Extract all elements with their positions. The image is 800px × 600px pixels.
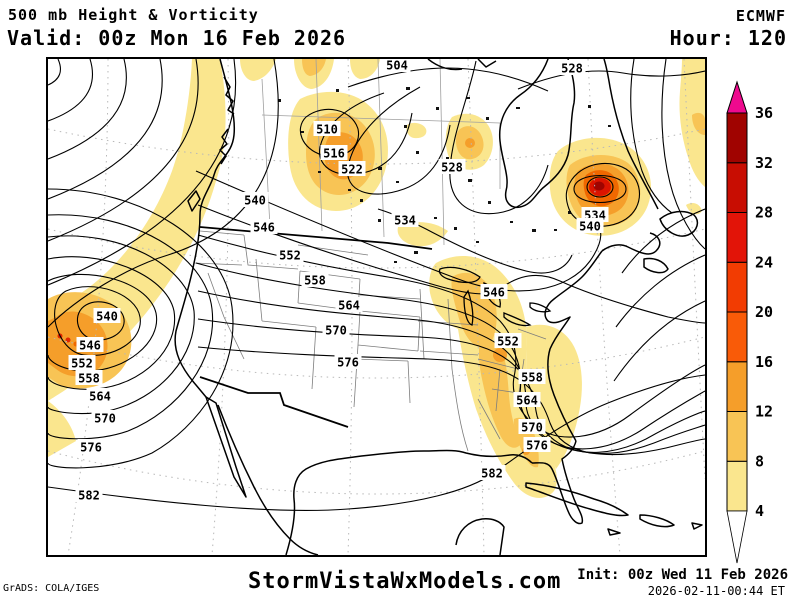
contour-label: 552 — [71, 357, 93, 371]
contour-label-box — [391, 212, 419, 227]
contour-label: 540 — [579, 220, 601, 234]
contour-label: 552 — [497, 335, 519, 349]
contour-label-box — [322, 322, 350, 337]
contour-label-box — [478, 465, 506, 480]
contour-label: 540 — [244, 194, 266, 208]
colorbar-tick-label: 36 — [755, 104, 773, 122]
colorbar-segment — [726, 311, 748, 363]
colorbar-segment — [726, 460, 748, 512]
colorbar-segment — [726, 112, 748, 164]
contour-label: 534 — [394, 214, 416, 228]
contour-label-box — [338, 161, 366, 176]
contour-label-box — [276, 247, 304, 262]
contour-label-box — [75, 487, 103, 502]
colorbar-segment — [726, 261, 748, 313]
contour-label: 546 — [483, 286, 505, 300]
contour-label: 522 — [341, 163, 363, 177]
contour-label: 558 — [78, 372, 100, 386]
colorbar-segment — [726, 361, 748, 412]
site-name: StormVistaWxModels.com — [248, 569, 562, 594]
colorbar-tick-label: 8 — [755, 452, 764, 470]
contour-label-box — [75, 370, 103, 385]
product-title: 500 mb Height & Vorticity — [8, 6, 259, 24]
contour-label: 546 — [79, 339, 101, 353]
valid-time-label: Valid: 00z Mon 16 Feb 2026 — [7, 26, 347, 50]
contour-label-box — [313, 121, 341, 136]
contour-label-box — [250, 219, 278, 234]
state-borders — [193, 230, 547, 452]
grads-credit: GrADS: COLA/IGES — [3, 583, 100, 594]
model-name: ECMWF — [735, 7, 786, 25]
contour-label: 552 — [279, 249, 301, 263]
contour-label-box — [494, 333, 522, 348]
graticule — [48, 59, 705, 555]
contour-label: 510 — [316, 123, 338, 137]
contour-label: 570 — [325, 324, 347, 338]
contour-label-box — [68, 355, 96, 370]
contour-label-box — [523, 437, 551, 452]
colorbar-under-arrow — [726, 510, 748, 564]
contour-label-box — [91, 410, 119, 425]
contour-label: 516 — [323, 147, 345, 161]
contour-label: 570 — [521, 421, 543, 435]
contour-label-box — [518, 369, 546, 384]
contour-label-box — [301, 272, 329, 287]
colorbar-segment — [726, 162, 748, 213]
contour-label-box — [320, 145, 348, 160]
contour-label-box — [513, 392, 541, 407]
contour-label-box — [383, 59, 411, 72]
colorbar-tick-label: 24 — [755, 253, 773, 271]
contour-label: 564 — [89, 390, 111, 404]
colorbar-segment — [726, 212, 748, 263]
vorticity-colorbar: 4 8 12 16 20 24 28 32 36 — [719, 78, 795, 570]
colorbar-segment — [726, 411, 748, 462]
contour-label: 564 — [338, 299, 360, 313]
colorbar-tick-label: 16 — [755, 353, 773, 371]
contour-label: 558 — [521, 371, 543, 385]
contour-label-box — [334, 354, 362, 369]
contour-label: 582 — [481, 467, 503, 481]
contour-label: 528 — [441, 161, 463, 175]
contour-label-box — [438, 159, 466, 174]
colorbar-tick-label: 32 — [755, 154, 773, 172]
colorbar-tick-label: 12 — [755, 403, 773, 421]
coastlines — [174, 59, 703, 555]
contour-label-box — [76, 337, 104, 352]
colorbar-tick-label: 28 — [755, 204, 773, 222]
contour-label-box — [77, 439, 105, 454]
contour-label: 576 — [337, 356, 359, 370]
colorbar-over-arrow — [726, 80, 748, 114]
vorticity-shading-pale — [48, 59, 705, 498]
contour-label-box — [86, 388, 114, 403]
national-borders — [199, 226, 433, 428]
contour-label: 528 — [561, 62, 583, 76]
colorbar-tick-label: 20 — [755, 303, 773, 321]
contour-label: 570 — [94, 412, 116, 426]
contour-label-box — [241, 192, 269, 207]
map-frame: 504 528 510 516 522 528 534 534 540 540 546 552 558 5… — [46, 57, 707, 557]
contour-label-box — [335, 297, 363, 312]
forecast-hour-label: Hour: 120 — [669, 26, 787, 50]
contour-label: 576 — [526, 439, 548, 453]
contour-label-box — [558, 60, 586, 75]
contour-label: 546 — [253, 221, 275, 235]
generated-timestamp: 2026-02-11-00:44 ET — [647, 584, 785, 598]
init-time-label: Init: 00z Wed 11 Feb 2026 — [577, 567, 788, 583]
contour-label: 576 — [80, 441, 102, 455]
contour-label: 558 — [304, 274, 326, 288]
contour-label-box — [576, 218, 604, 233]
colorbar-canvas: 4 8 12 16 20 24 28 32 36 — [726, 80, 773, 564]
contour-label: 564 — [516, 394, 538, 408]
contour-label: 504 — [386, 59, 408, 73]
colorbar-tick-label: 4 — [755, 502, 764, 520]
contour-label-box — [518, 419, 546, 434]
contour-label: 582 — [78, 489, 100, 503]
contour-label: 540 — [96, 310, 118, 324]
contour-label-box — [93, 308, 121, 323]
contour-label-box — [480, 284, 508, 299]
